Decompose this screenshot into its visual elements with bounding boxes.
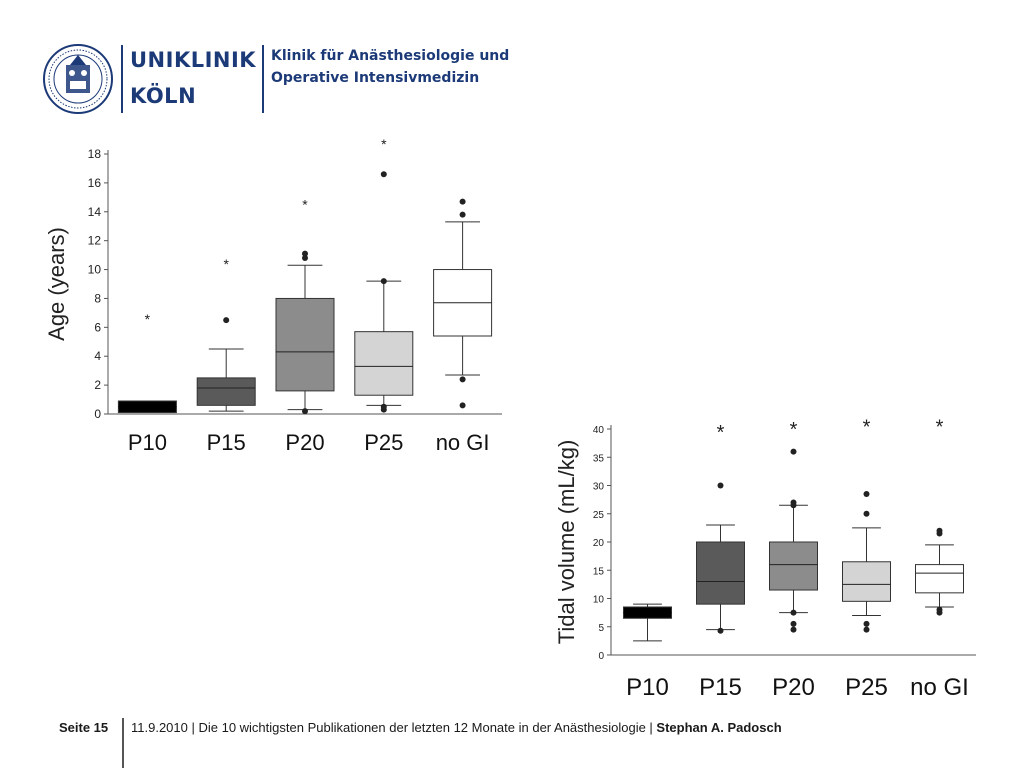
outlier-point — [223, 317, 230, 324]
outlier-point — [863, 510, 870, 517]
outlier-point — [936, 606, 943, 613]
outlier-point — [717, 627, 724, 634]
y-tick-label: 0 — [94, 407, 101, 421]
y-tick-label: 40 — [593, 425, 605, 436]
brand-name-line2: KÖLN — [130, 84, 197, 108]
outlier-point — [380, 171, 387, 178]
y-tick-label: 0 — [598, 651, 604, 662]
y-tick-label: 14 — [88, 205, 102, 219]
clinic-name-line1: Klinik für Anästhesiologie und — [271, 48, 510, 64]
outlier-point — [863, 626, 870, 633]
y-tick-label: 30 — [593, 482, 605, 493]
y-tick-label: 5 — [598, 623, 604, 634]
box — [275, 297, 335, 392]
age-boxplot-chart: 0 2 4 6 8 10 12 14 16 18 Age (years) P10 P15 P20 P25 no… — [44, 136, 502, 455]
outlier-point — [863, 620, 870, 627]
category-label: P10 — [626, 674, 669, 701]
box — [354, 331, 414, 396]
tidal-volume-boxplot-chart: 0 5 10 15 20 25 30 35 40 Tidal volume (mL/kg) P10 P… — [554, 416, 976, 701]
outlier-point — [790, 448, 797, 455]
y-tick-label: 4 — [94, 349, 101, 363]
university-seal-icon — [43, 44, 113, 114]
y-tick-label: 10 — [88, 263, 102, 277]
footer-text: 11.9.2010 | Die 10 wichtigsten Publikati… — [131, 720, 782, 735]
significance-marker: * — [936, 416, 944, 438]
outlier-point — [790, 609, 797, 616]
category-label: P20 — [285, 430, 324, 455]
outlier-point — [380, 278, 387, 285]
y-axis-label: Tidal volume (mL/kg) — [554, 440, 579, 645]
clinic-name-line2: Operative Intensivmedizin — [271, 70, 480, 86]
category-label: P20 — [772, 674, 815, 701]
outlier-point — [790, 620, 797, 627]
significance-marker: * — [223, 256, 229, 272]
footer-divider — [122, 718, 124, 768]
outlier-point — [717, 482, 724, 489]
y-tick-label: 18 — [88, 147, 102, 161]
category-label: P25 — [364, 430, 403, 455]
y-tick-label: 16 — [88, 176, 102, 190]
page-number: Seite 15 — [59, 720, 109, 735]
y-tick-label: 15 — [593, 566, 605, 577]
outlier-point — [863, 490, 870, 497]
y-tick-label: 20 — [593, 538, 605, 549]
header-divider — [262, 45, 264, 113]
outlier-point — [790, 626, 797, 633]
box — [915, 564, 964, 594]
y-tick-label: 6 — [94, 320, 101, 334]
box — [196, 377, 256, 406]
category-label: P15 — [207, 430, 246, 455]
y-tick-label: 12 — [88, 234, 102, 248]
significance-marker: * — [302, 197, 308, 213]
category-label: P25 — [845, 674, 888, 701]
outlier-point — [302, 408, 308, 415]
footer-author: Stephan A. Padosch — [656, 720, 782, 735]
y-tick-label: 2 — [94, 378, 101, 392]
outlier-point — [380, 403, 387, 410]
outlier-point — [459, 211, 466, 218]
outlier-point — [459, 198, 466, 205]
category-label: no GI — [436, 430, 490, 455]
header-divider — [121, 45, 123, 113]
brand-name-line1: UNIKLINIK — [130, 48, 257, 72]
footer-info: 11.9.2010 | Die 10 wichtigsten Publikati… — [131, 720, 657, 735]
outlier-point — [302, 255, 308, 261]
outlier-point — [459, 402, 466, 409]
category-label: no GI — [910, 674, 969, 701]
outlier-point — [936, 527, 943, 534]
y-axis-label: Age (years) — [44, 227, 69, 341]
outlier-point — [459, 376, 466, 383]
outlier-point — [790, 499, 797, 506]
y-tick-label: 10 — [593, 595, 605, 606]
category-label: P10 — [128, 430, 167, 455]
y-tick-label: 25 — [593, 510, 605, 521]
significance-marker: * — [381, 136, 387, 152]
significance-marker: * — [863, 416, 871, 438]
significance-marker: * — [717, 422, 725, 444]
significance-marker: * — [145, 311, 151, 327]
category-label: P15 — [699, 674, 742, 701]
box — [842, 561, 891, 602]
box — [696, 541, 745, 605]
y-tick-label: 35 — [593, 453, 605, 464]
significance-marker: * — [790, 419, 798, 441]
y-tick-label: 8 — [94, 291, 101, 305]
box — [769, 541, 818, 591]
outlier-point — [302, 250, 308, 257]
